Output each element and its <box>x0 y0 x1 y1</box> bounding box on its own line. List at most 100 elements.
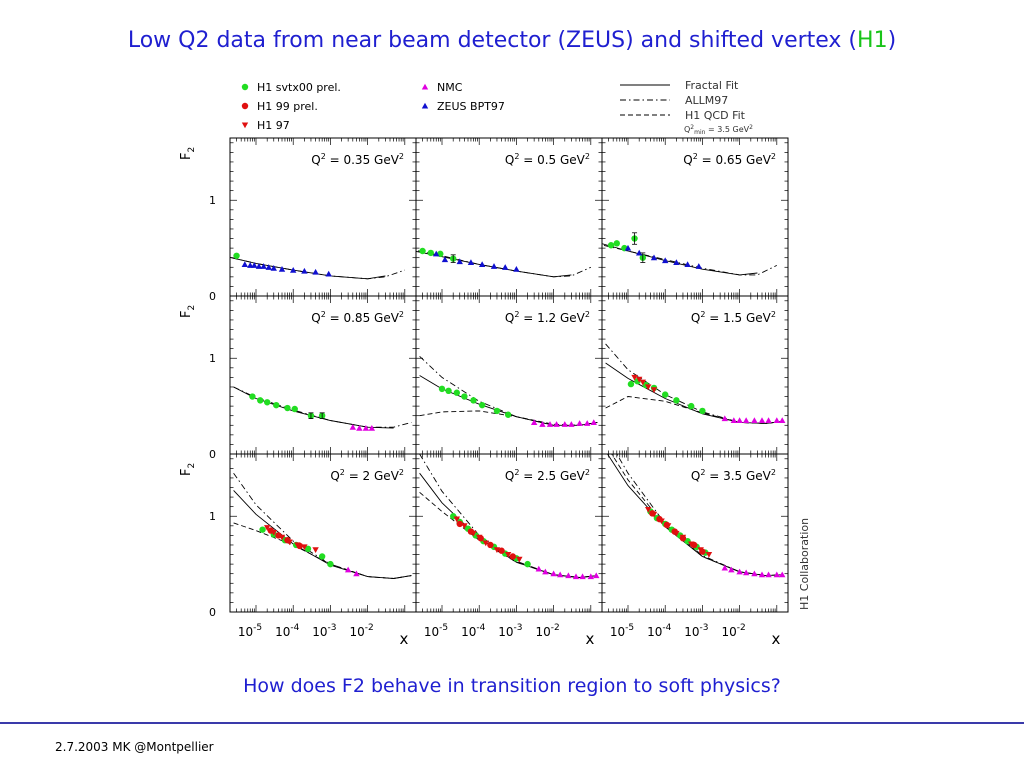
data-point <box>318 553 326 560</box>
legend-line-label: H1 QCD Fit <box>685 109 746 122</box>
data-point <box>671 528 678 535</box>
q2-label: Q2 = 3.5 GeV2 <box>691 468 776 483</box>
data-point <box>583 420 591 426</box>
fit-curves <box>602 235 777 276</box>
data-point <box>461 393 468 400</box>
y-tick-label: 0 <box>209 606 216 619</box>
fit-curves <box>233 386 412 431</box>
fractal-fit-curve <box>233 490 412 579</box>
data-point <box>284 536 291 544</box>
data-point <box>502 264 509 270</box>
q2-label: Q2 = 1.2 GeV2 <box>505 310 590 325</box>
legend-label: ZEUS BPT97 <box>437 100 505 113</box>
footer-text: 2.7.2003 MK @Montpellier <box>55 740 214 754</box>
panel-q2-1.2: Q2 = 1.2 GeV2 <box>415 295 603 455</box>
allm97-curve <box>233 472 412 579</box>
x-tick-label: 10-4 <box>647 623 672 639</box>
y-tick-label: 1 <box>209 510 216 523</box>
x-tick-label: 10-3 <box>684 623 708 639</box>
data-point <box>438 385 446 393</box>
x-tick-label: 10-2 <box>535 623 559 639</box>
data-point <box>467 259 475 266</box>
x-axis-label: x <box>400 630 409 648</box>
data-point <box>699 548 706 555</box>
data-point <box>636 249 643 256</box>
data-point <box>627 380 635 388</box>
data-point <box>624 244 632 251</box>
slide-title: Low Q2 data from near beam detector (ZEU… <box>0 28 1024 53</box>
data-point <box>539 421 546 427</box>
data-point <box>504 551 512 558</box>
data-point <box>530 419 538 425</box>
fit-curves <box>416 247 591 278</box>
data-point <box>478 401 486 409</box>
data-point <box>607 242 615 249</box>
fit-curves <box>230 252 405 280</box>
data-point <box>353 570 360 577</box>
data-point <box>535 565 542 572</box>
panel-q2-0.35: Q2 = 0.35 GeV2 <box>229 137 417 297</box>
data-point <box>241 261 249 267</box>
data-point <box>773 417 781 424</box>
legend-marker <box>241 102 249 110</box>
x-tick-label: 10-3 <box>312 623 336 639</box>
data-point <box>742 569 750 576</box>
data-point <box>259 526 266 533</box>
fit-curves <box>606 454 786 578</box>
legend-label: NMC <box>437 81 463 94</box>
x-tick-label: 10-5 <box>238 623 262 639</box>
data-point <box>579 573 586 580</box>
collaboration-label: H1 Collaboration <box>798 518 811 610</box>
x-tick-label: 10-2 <box>349 623 373 639</box>
q2-label: Q2 = 0.65 GeV2 <box>683 152 776 167</box>
data-point <box>751 570 758 577</box>
q2-label: Q2 = 0.5 GeV2 <box>505 152 590 167</box>
y-tick-label: 0 <box>209 448 216 461</box>
data-point <box>550 570 557 577</box>
allm97-curve <box>605 343 784 424</box>
h1-qcd-fit-curve <box>605 396 784 424</box>
data-point <box>688 402 695 410</box>
fit-curves <box>233 472 412 579</box>
data-point <box>758 571 766 578</box>
data-point <box>728 566 735 573</box>
data-point <box>291 405 298 413</box>
panel-q2-1.5: Q2 = 1.5 GeV2 <box>601 295 789 455</box>
allm97-curve <box>602 244 777 276</box>
data-point <box>490 263 498 269</box>
data-point <box>284 404 291 412</box>
axes-labels: 0 1 F2 0 1 F2 0 1 F2 10-5 10-4 10-3 10-2 x 10-5 10-4 10-… <box>179 147 811 648</box>
data-point <box>493 547 501 553</box>
data-point <box>673 397 680 404</box>
data-point <box>275 532 282 539</box>
data-point <box>568 421 575 427</box>
data-point <box>565 572 572 579</box>
footer-divider <box>0 722 1024 724</box>
data-point <box>270 265 277 271</box>
legend: H1 svtx00 prel. H1 99 prel. H1 97 NMC ZEUS B… <box>241 79 753 136</box>
data-point <box>325 270 332 277</box>
data-point <box>751 417 758 424</box>
data-point <box>730 417 738 424</box>
fractal-fit-curve <box>605 362 784 424</box>
h1-qcd-fit-curve <box>611 454 784 577</box>
data-point <box>504 411 512 418</box>
legend-line-label: Fractal Fit <box>685 79 739 92</box>
data-point <box>301 267 308 274</box>
data-point <box>251 262 258 268</box>
x-axis-label: x <box>586 630 595 648</box>
fit-curves <box>419 355 598 427</box>
data-point <box>356 424 363 431</box>
legend-label: H1 99 prel. <box>257 100 318 113</box>
data-point <box>453 516 461 523</box>
data-point <box>656 515 663 523</box>
q2-label: Q2 = 1.5 GeV2 <box>691 310 776 325</box>
data-point <box>477 535 484 542</box>
data-point <box>721 415 728 422</box>
q2-label: Q2 = 2.5 GeV2 <box>505 468 590 483</box>
title-highlight-text: H1 <box>857 28 888 53</box>
data-point <box>705 551 713 558</box>
q2-label: Q2 = 2 GeV2 <box>330 468 404 483</box>
data-point <box>758 417 766 424</box>
data-point <box>453 389 461 396</box>
